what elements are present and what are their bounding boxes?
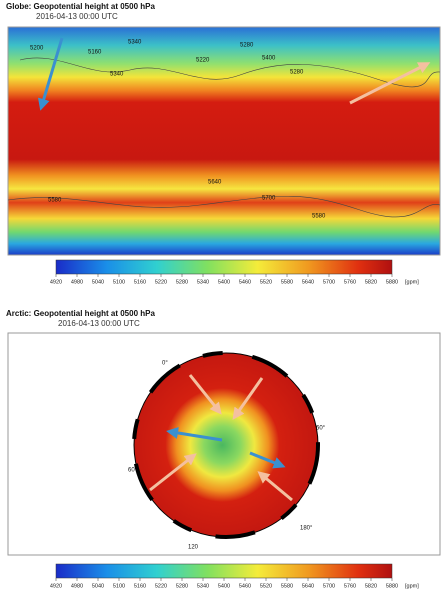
lon-label: 60° — [316, 426, 326, 432]
globe-map — [8, 27, 440, 255]
colorbar-label: 5820 — [365, 279, 377, 285]
contour-label: 5200 — [30, 46, 44, 52]
colorbar-label: 5580 — [281, 279, 293, 285]
time: 2016-04-13 00:00 UTC — [36, 12, 118, 21]
contour-label: 5700 — [262, 196, 276, 202]
title: Globe: Geopotential height at 0500 hPa — [6, 2, 155, 11]
colorbar-label: 5820 — [365, 583, 377, 589]
lon-label: 120 — [188, 545, 199, 551]
colorbar-label: 5880 — [386, 279, 398, 285]
colorbar-label: 5100 — [113, 279, 125, 285]
colorbar-label: 5700 — [323, 279, 335, 285]
lon-label: 0° — [162, 361, 168, 367]
contour-label: 5280 — [290, 70, 304, 76]
colorbar-label: 4980 — [71, 279, 83, 285]
colorbar-label: 5520 — [260, 583, 272, 589]
title: Arctic: Geopotential height at 0500 hPa — [6, 309, 155, 318]
contour-label: 5400 — [262, 56, 276, 62]
colorbar-label: 4920 — [50, 583, 62, 589]
contour-label: 5580 — [312, 214, 326, 220]
contour-label: 5160 — [88, 50, 102, 56]
colorbar — [56, 564, 392, 578]
contour-label: 5640 — [208, 180, 222, 186]
colorbar-label: 5280 — [176, 583, 188, 589]
colorbar-label: 5220 — [155, 583, 167, 589]
colorbar-label: 5640 — [302, 279, 314, 285]
time: 2016-04-13 00:00 UTC — [58, 319, 140, 328]
colorbar-label: 5700 — [323, 583, 335, 589]
colorbar-label: 5460 — [239, 279, 251, 285]
colorbar-label: 5040 — [92, 279, 104, 285]
colorbar-label: 5280 — [176, 279, 188, 285]
colorbar-label: 5760 — [344, 583, 356, 589]
lon-label: 60 — [128, 468, 135, 474]
figure: Globe: Geopotential height at 0500 hPa 2… — [0, 0, 444, 603]
colorbar-label: 4980 — [71, 583, 83, 589]
contour-label: 5220 — [196, 58, 210, 64]
colorbar-label: 5160 — [134, 279, 146, 285]
contour-label: 5280 — [240, 43, 254, 49]
colorbar-label: 5460 — [239, 583, 251, 589]
lon-label: 180° — [300, 526, 313, 532]
colorbar-label: 5340 — [197, 583, 209, 589]
colorbar-label: 5400 — [218, 583, 230, 589]
colorbar-label: 5340 — [197, 279, 209, 285]
colorbar-label: 5040 — [92, 583, 104, 589]
contour-label: 5580 — [48, 198, 62, 204]
colorbar-label: 5160 — [134, 583, 146, 589]
colorbar-label: 5880 — [386, 583, 398, 589]
colorbar — [56, 260, 392, 274]
colorbar-unit: [gpm] — [405, 279, 419, 285]
colorbar-unit: [gpm] — [405, 583, 419, 589]
colorbar-label: 5520 — [260, 279, 272, 285]
colorbar-label: 5400 — [218, 279, 230, 285]
colorbar-label: 5580 — [281, 583, 293, 589]
contour-label: 5340 — [128, 40, 142, 46]
colorbar-label: 5640 — [302, 583, 314, 589]
colorbar-label: 5100 — [113, 583, 125, 589]
contour-label: 5340 — [110, 72, 124, 78]
colorbar-label: 4920 — [50, 279, 62, 285]
colorbar-label: 5760 — [344, 279, 356, 285]
colorbar-label: 5220 — [155, 279, 167, 285]
